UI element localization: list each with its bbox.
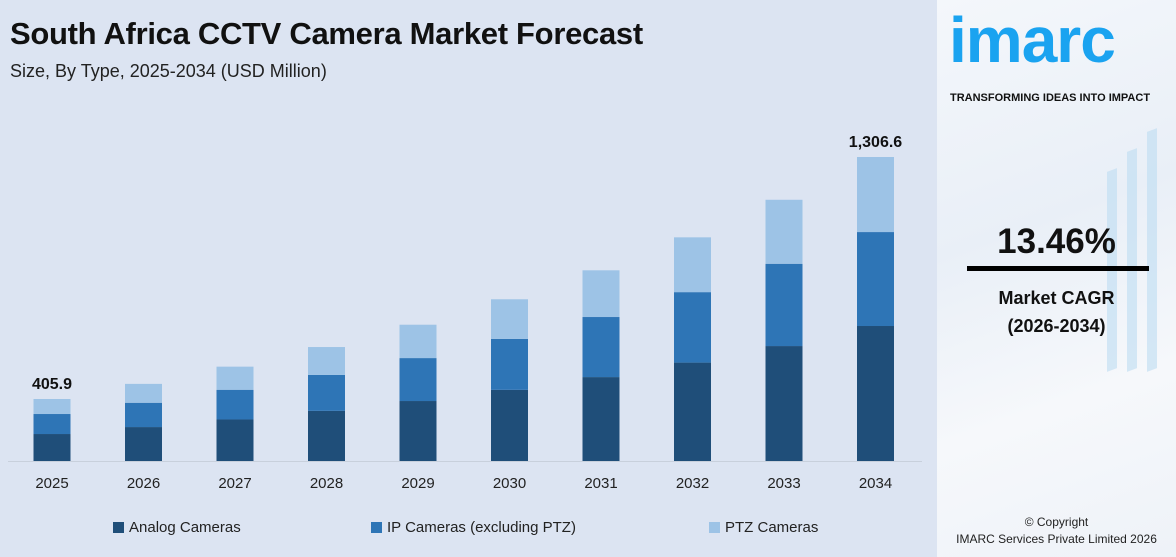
bar-segment-2032-s0 [674, 362, 711, 461]
bar-segment-2028-s0 [308, 410, 345, 461]
bar-segment-2034-s1 [857, 232, 894, 327]
chart-panel: South Africa CCTV Camera Market Forecast… [8, 16, 922, 536]
bar-segment-2025-s2 [33, 399, 71, 415]
bar-segment-2029-s0 [399, 401, 437, 461]
x-tick-label: 2031 [584, 475, 617, 492]
bar-segment-2030-s1 [491, 338, 528, 390]
cagr-period: (2026-2034) [1007, 316, 1106, 336]
bar-segment-2027-s0 [216, 419, 254, 461]
bar-segment-2026-s1 [125, 402, 162, 428]
logo-text: imarc [949, 4, 1116, 76]
x-tick-label: 2025 [35, 475, 68, 492]
company-name: IMARC Services Private Limited 2026 [956, 532, 1157, 546]
bar-segment-2034-s2 [857, 157, 894, 233]
bar-segment-2031-s2 [582, 270, 620, 318]
x-tick-label: 2029 [401, 475, 434, 492]
legend-item-ptz: PTZ Cameras [709, 519, 818, 536]
bar-segment-2033-s0 [765, 346, 803, 461]
bar-segment-2032-s2 [674, 237, 711, 293]
chart-subtitle: Size, By Type, 2025-2034 (USD Million) [10, 61, 327, 81]
bar-segment-2033-s1 [765, 263, 803, 347]
cagr-label: Market CAGR (2026-2034) [937, 284, 1176, 340]
tagline: TRANSFORMING IDEAS INTO IMPACT [950, 92, 1151, 104]
bar-segment-2030-s0 [491, 389, 528, 461]
legend-label: IP Cameras (excluding PTZ) [387, 519, 576, 536]
stacked-bar-chart: 2025 405.9 2026 2027 2028 2029 2030 2031 2032 203… [8, 134, 922, 492]
legend-swatch [371, 522, 382, 533]
x-tick-label: 2032 [676, 475, 709, 492]
total-data-label: 405.9 [32, 376, 72, 393]
total-data-label: 1,306.6 [849, 134, 902, 151]
bar-segment-2033-s2 [765, 199, 803, 264]
bar-segment-2028-s2 [308, 347, 345, 375]
cagr-value: 13.46% [997, 222, 1116, 261]
bar-segment-2032-s1 [674, 292, 711, 363]
legend-item-analog: Analog Cameras [113, 519, 241, 536]
chart-title: South Africa CCTV Camera Market Forecast [10, 16, 643, 51]
x-tick-label: 2027 [218, 475, 251, 492]
x-tick-label: 2034 [859, 475, 892, 492]
bar-segment-2030-s2 [491, 299, 528, 339]
x-tick-label: 2033 [767, 475, 800, 492]
legend-swatch [709, 522, 720, 533]
bar-segment-2026-s2 [125, 383, 162, 403]
bar-segment-2029-s2 [399, 324, 437, 359]
x-tick-label: 2028 [310, 475, 343, 492]
bar-segment-2034-s0 [857, 326, 894, 461]
bar-segment-2027-s2 [216, 366, 254, 390]
cagr-divider [967, 266, 1149, 271]
x-tick-label: 2030 [493, 475, 526, 492]
bar-segment-2025-s1 [33, 414, 71, 435]
copyright: © Copyright [1024, 515, 1089, 529]
bar-segment-2031-s0 [582, 377, 620, 461]
legend-label: Analog Cameras [129, 519, 241, 536]
bar-segment-2031-s1 [582, 317, 620, 378]
legend-item-ip: IP Cameras (excluding PTZ) [371, 519, 576, 536]
imarc-logo: imarc [949, 4, 1116, 76]
bar-segment-2025-s0 [33, 434, 71, 461]
cagr-label-text: Market CAGR [998, 288, 1115, 308]
bar-segment-2028-s1 [308, 374, 345, 411]
legend-swatch [113, 522, 124, 533]
x-tick-label: 2026 [127, 475, 160, 492]
bar-segment-2029-s1 [399, 358, 437, 402]
side-panel: imarc TRANSFORMING IDEAS INTO IMPACT 13.… [937, 0, 1176, 557]
legend-label: PTZ Cameras [725, 519, 819, 536]
bar-segment-2026-s0 [125, 427, 162, 461]
bar-segment-2027-s1 [216, 389, 254, 420]
